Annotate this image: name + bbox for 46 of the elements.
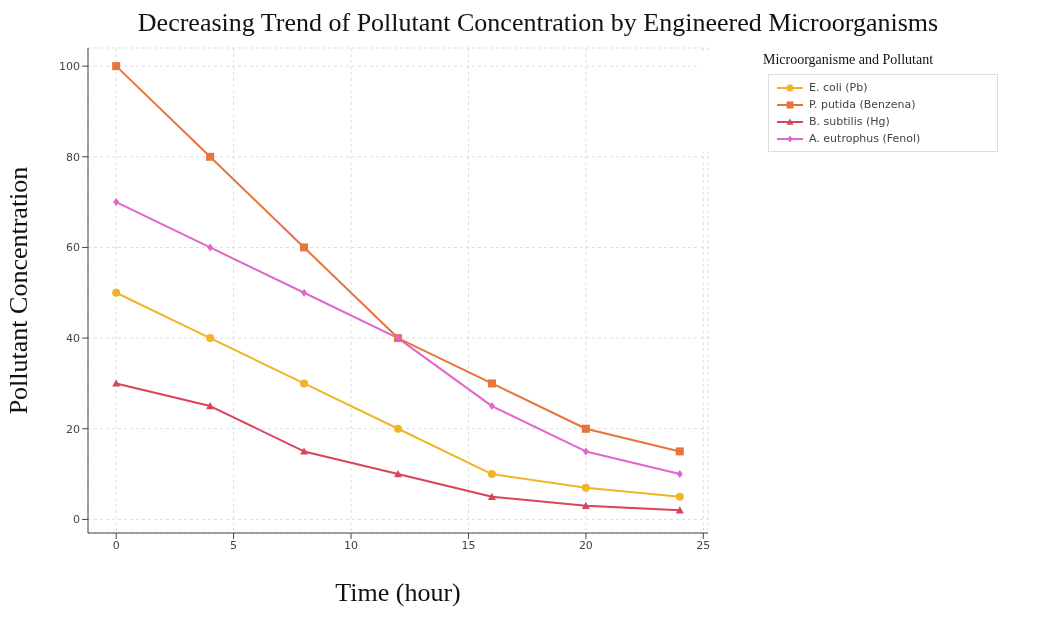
y-tick-label: 20 <box>66 422 80 436</box>
point <box>675 506 684 514</box>
point <box>487 379 496 388</box>
point <box>207 243 214 252</box>
x-tick-label: 0 <box>112 538 120 552</box>
point <box>112 288 121 297</box>
point <box>394 424 402 433</box>
point <box>206 152 215 161</box>
y-tick-label: 40 <box>66 332 80 345</box>
point <box>675 447 684 456</box>
point <box>581 483 590 492</box>
point <box>300 447 309 455</box>
legend-label: E. coli (Pb) <box>809 81 868 94</box>
point <box>112 379 121 387</box>
legend-label: A. eutrophus (Fenol) <box>809 132 921 145</box>
point <box>300 243 309 252</box>
legend-label: P. putida (Benzena) <box>809 98 916 111</box>
point <box>301 288 308 297</box>
chart-title: Decreasing Trend of Pollutant Concentration by Engineered Microorganisms <box>136 8 940 38</box>
x-tick-label: 25 <box>696 538 711 552</box>
point <box>394 470 402 478</box>
x-tick-label: 10 <box>344 538 359 552</box>
point <box>581 501 590 509</box>
point <box>488 402 495 411</box>
x-tick-label: 20 <box>578 538 593 552</box>
point <box>676 470 683 479</box>
point <box>112 62 121 71</box>
point <box>675 492 684 501</box>
point <box>113 198 120 207</box>
point <box>300 379 309 388</box>
point <box>206 334 215 343</box>
point <box>581 424 590 433</box>
legend-label: B. subtilis (Hg) <box>809 115 890 128</box>
point <box>487 492 496 500</box>
point <box>206 402 215 410</box>
y-tick-label: 0 <box>73 513 80 527</box>
point <box>487 470 496 479</box>
x-tick-label: 5 <box>230 538 238 552</box>
y-tick-label: 100 <box>59 60 80 74</box>
x-axis-title: Time (hour) <box>335 578 461 607</box>
point <box>582 447 589 456</box>
x-tick-label: 15 <box>461 538 476 552</box>
y-tick-label: 60 <box>66 241 80 255</box>
y-tick-label: 80 <box>66 150 80 164</box>
legend-title: Microorganisme and Pollutant <box>761 52 935 68</box>
y-axis-title: Pollutant Concentration <box>4 166 34 415</box>
